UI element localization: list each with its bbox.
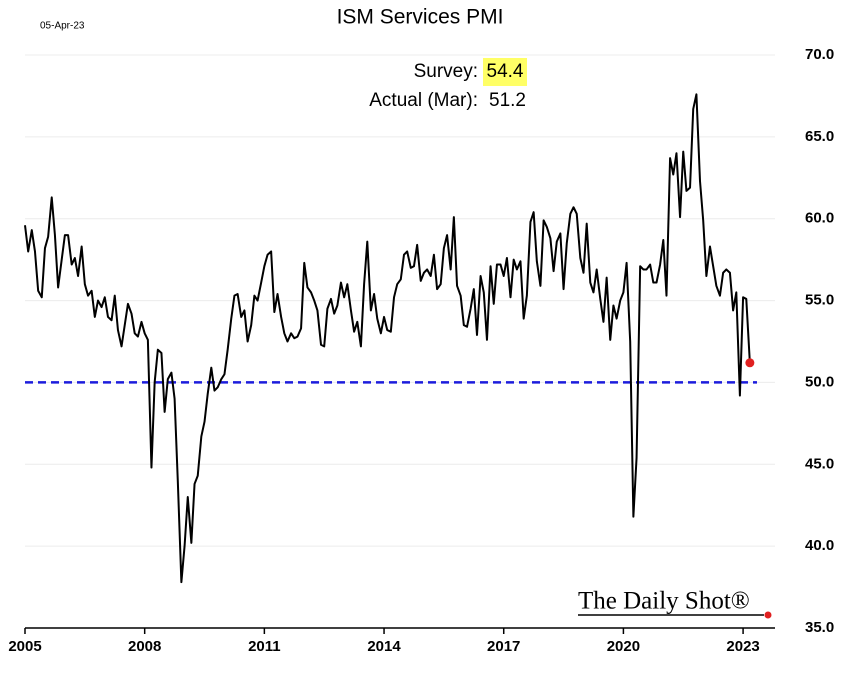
x-tick-label: 2023 — [726, 638, 759, 655]
x-tick-label: 2005 — [8, 638, 41, 655]
chart-title: ISM Services PMI — [337, 6, 504, 29]
date-label: 05-Apr-23 — [40, 21, 85, 32]
x-tick-label: 2017 — [487, 638, 520, 655]
y-tick-label: 60.0 — [805, 210, 834, 227]
y-tick-label: 55.0 — [805, 292, 834, 309]
actual-value: 51.2 — [489, 90, 526, 111]
actual-label: Actual (Mar): — [369, 90, 478, 111]
y-tick-label: 35.0 — [805, 619, 834, 636]
y-tick-label: 40.0 — [805, 537, 834, 554]
x-tick-label: 2014 — [367, 638, 401, 655]
y-tick-label: 70.0 — [805, 46, 834, 63]
last-point — [745, 358, 755, 368]
y-tick-label: 65.0 — [805, 128, 834, 145]
x-tick-label: 2011 — [248, 638, 281, 655]
survey-label: Survey: — [414, 61, 478, 82]
brand-dot — [764, 611, 772, 619]
survey-value: 54.4 — [487, 61, 524, 82]
x-tick-label: 2020 — [607, 638, 640, 655]
survey-highlight — [483, 58, 527, 86]
line-series — [24, 93, 751, 584]
brand: The Daily Shot® — [578, 588, 750, 615]
x-tick-label: 2008 — [128, 638, 161, 655]
y-tick-label: 45.0 — [805, 455, 834, 472]
y-tick-label: 50.0 — [805, 373, 834, 390]
